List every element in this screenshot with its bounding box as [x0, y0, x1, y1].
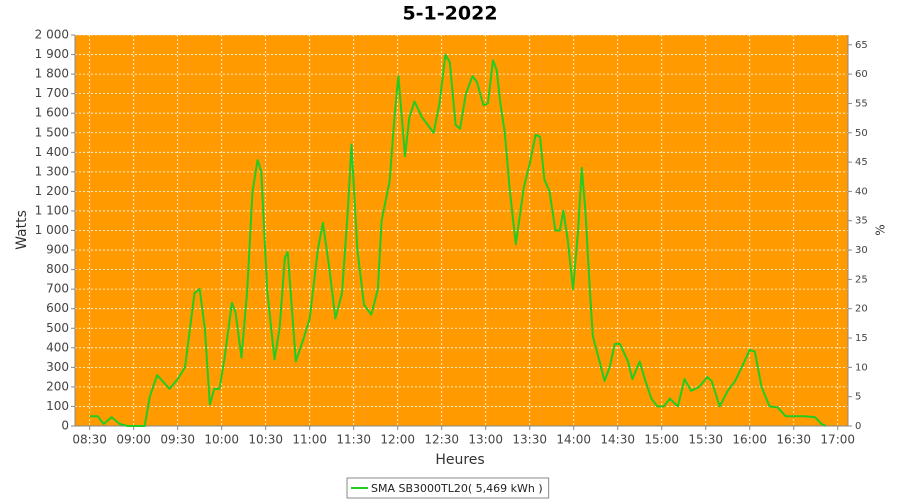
y2-tick-label: 0	[855, 421, 861, 432]
x-tick-label: 08:30	[72, 433, 107, 447]
y-tick-label: 800	[46, 262, 69, 276]
x-tick-label: 10:30	[248, 433, 283, 447]
y-tick-label: 1 900	[35, 47, 69, 61]
x-tick-label: 14:30	[600, 433, 635, 447]
y-axis-label: Watts	[14, 210, 30, 250]
y-tick-label: 1 800	[35, 67, 69, 81]
y2-tick-label: 55	[855, 98, 868, 109]
y2-tick-label: 60	[855, 69, 868, 80]
x-tick-label: 12:30	[424, 433, 459, 447]
x-tick-label: 14:00	[556, 433, 591, 447]
legend-box	[346, 477, 550, 499]
x-tick-label: 15:30	[688, 433, 723, 447]
y2-tick-label: 25	[855, 274, 868, 285]
y2-tick-label: 40	[855, 186, 868, 197]
x-tick-label: 17:00	[820, 433, 855, 447]
x-tick-label: 13:00	[468, 433, 503, 447]
y-tick-label: 1 300	[35, 164, 69, 178]
y-tick-label: 400	[46, 340, 69, 354]
y-tick-label: 300	[46, 360, 69, 374]
legend: SMA SB3000TL20( 5,469 kWh )	[346, 477, 550, 499]
x-tick-label: 11:30	[336, 433, 371, 447]
y2-axis-label: %	[874, 224, 888, 235]
y2-tick-label: 10	[855, 362, 868, 373]
y-tick-label: 200	[46, 379, 69, 393]
x-tick-label: 13:30	[512, 433, 547, 447]
y-tick-label: 100	[46, 399, 69, 413]
y-tick-label: 700	[46, 282, 69, 296]
x-tick-label: 16:00	[732, 433, 767, 447]
y-tick-label: 1 500	[35, 125, 69, 139]
y-tick-label: 1 200	[35, 184, 69, 198]
x-tick-label: 09:30	[160, 433, 195, 447]
y2-tick-label: 5	[855, 392, 861, 403]
y2-tick-label: 20	[855, 304, 868, 315]
x-tick-label: 09:00	[116, 433, 151, 447]
x-tick-label: 15:00	[644, 433, 679, 447]
y-tick-label: 600	[46, 301, 69, 315]
y-tick-label: 1 700	[35, 86, 69, 100]
y-tick-label: 1 100	[35, 203, 69, 217]
y2-tick-label: 15	[855, 333, 868, 344]
y-tick-label: 1 600	[35, 106, 69, 120]
y-tick-label: 1 000	[35, 223, 69, 237]
y-tick-label: 900	[46, 243, 69, 257]
x-tick-label: 11:00	[292, 433, 327, 447]
y-tick-label: 2 000	[35, 28, 69, 42]
y-tick-label: 500	[46, 321, 69, 335]
y-tick-label: 1 400	[35, 145, 69, 159]
legend-label: SMA SB3000TL20( 5,469 kWh )	[371, 482, 543, 495]
y2-tick-label: 30	[855, 245, 868, 256]
y2-tick-label: 35	[855, 216, 868, 227]
x-axis-label: Heures	[435, 452, 484, 468]
x-tick-label: 12:00	[380, 433, 415, 447]
y2-tick-label: 65	[855, 40, 868, 51]
series-line	[89, 53, 827, 427]
y2-tick-label: 50	[855, 128, 868, 139]
chart-title: 5-1-2022	[402, 3, 497, 25]
y2-tick-label: 45	[855, 157, 868, 168]
y-tick-label: 0	[61, 419, 69, 433]
x-tick-label: 10:00	[204, 433, 239, 447]
x-tick-label: 16:30	[776, 433, 811, 447]
